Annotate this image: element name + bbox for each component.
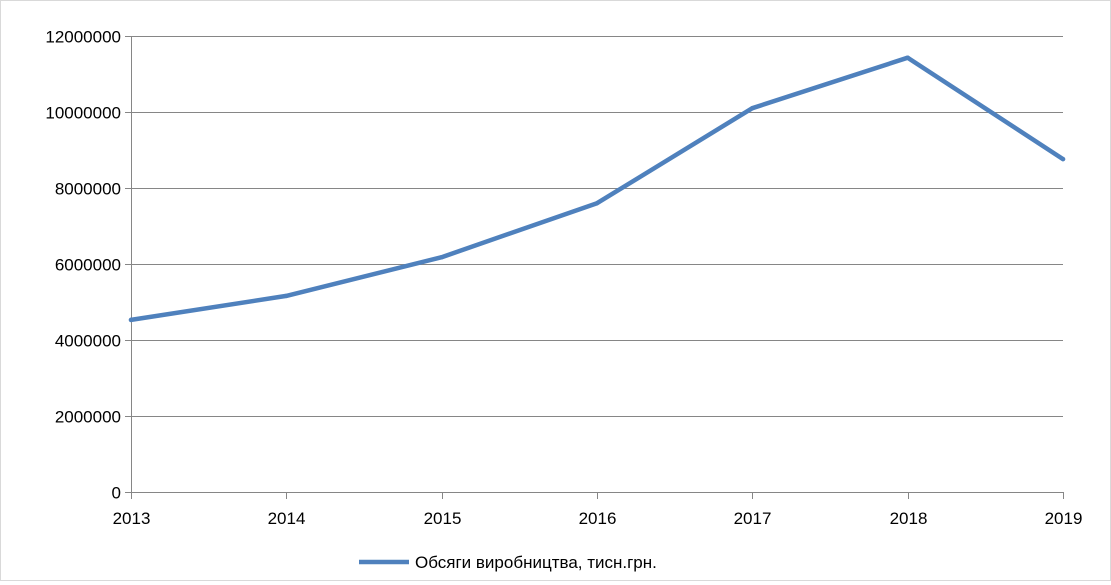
y-tick-label: 2000000 bbox=[55, 408, 121, 427]
y-tick-label: 6000000 bbox=[55, 256, 121, 275]
axes bbox=[125, 36, 1064, 499]
x-tick-label: 2014 bbox=[268, 509, 306, 528]
data-point bbox=[1060, 156, 1066, 162]
legend: Обсяги виробництва, тисн.грн. bbox=[359, 553, 657, 572]
legend-label: Обсяги виробництва, тисн.грн. bbox=[415, 553, 657, 572]
x-tick-label: 2018 bbox=[890, 509, 928, 528]
tick-labels: 0 2000000 4000000 6000000 8000000 10000000 120… bbox=[45, 28, 1082, 529]
data-point bbox=[128, 317, 134, 323]
x-tick-label: 2019 bbox=[1045, 509, 1083, 528]
x-tick-label: 2015 bbox=[424, 509, 462, 528]
series-lines bbox=[128, 55, 1066, 323]
y-tick-label: 10000000 bbox=[45, 104, 121, 123]
x-tick-label: 2013 bbox=[113, 509, 151, 528]
data-point bbox=[594, 201, 600, 206]
x-tick-label: 2016 bbox=[579, 509, 617, 528]
y-tick-label: 4000000 bbox=[55, 332, 121, 351]
data-point bbox=[439, 255, 444, 260]
y-tick-label: 12000000 bbox=[45, 28, 121, 47]
y-tick-label: 8000000 bbox=[55, 180, 121, 199]
x-tick-label: 2017 bbox=[734, 509, 772, 528]
data-point bbox=[284, 293, 289, 299]
data-point bbox=[905, 55, 910, 60]
y-tick-label: 0 bbox=[112, 484, 121, 503]
data-point bbox=[750, 106, 755, 111]
gridlines bbox=[125, 36, 1063, 417]
